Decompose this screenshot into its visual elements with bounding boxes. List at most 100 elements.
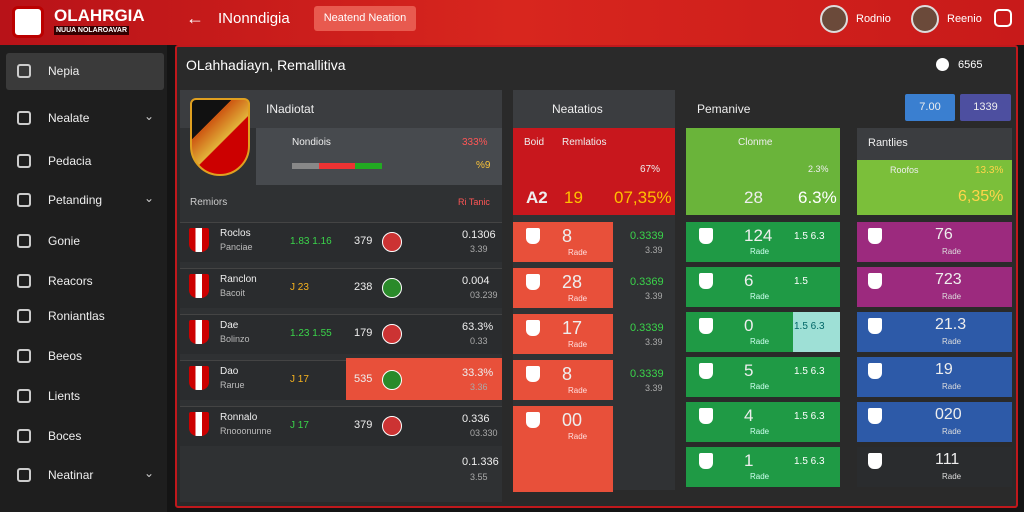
team-val: %9 <box>476 160 491 171</box>
tile-sub: Rade <box>942 382 962 391</box>
row-val: 33.3% <box>462 367 494 379</box>
tile-big: 76 <box>935 226 953 243</box>
user-avatar[interactable] <box>820 5 848 33</box>
team-flag <box>189 228 209 252</box>
team-crest <box>190 98 250 176</box>
chevron: ⌄ <box>144 466 155 480</box>
header-button[interactable]: Neatend Neation <box>314 6 416 31</box>
sidebar-icon <box>17 234 31 248</box>
panel-header <box>513 90 675 128</box>
top-bar <box>0 0 1024 45</box>
team-flag <box>526 228 540 244</box>
team-flag <box>699 273 713 289</box>
tile-sub: Rade <box>568 432 588 441</box>
sidebar-item[interactable]: Gonie <box>48 234 81 248</box>
settings-icon[interactable] <box>994 9 1012 27</box>
team-flag <box>526 366 540 382</box>
tile-big: 19 <box>935 361 953 378</box>
row-icon <box>382 416 402 436</box>
panel-header <box>857 128 1012 160</box>
sidebar-icon <box>17 64 31 78</box>
sidebar-item[interactable]: Beeos <box>48 349 83 363</box>
tile-val: 0.3339 <box>630 368 664 380</box>
panel-title: Pemanive <box>697 102 751 116</box>
row-mid: J 23 <box>290 282 309 293</box>
team-flag <box>189 366 209 390</box>
table-row <box>180 314 502 354</box>
sidebar-icon <box>17 154 31 168</box>
tile-sub: Rade <box>568 386 588 395</box>
tile-big: 111 <box>935 451 960 468</box>
tile-big: 0 <box>744 316 754 335</box>
lime-card <box>857 160 1012 215</box>
row-name: Dao <box>220 366 239 377</box>
row-mid: J 17 <box>290 374 309 385</box>
row-name: Roclos <box>220 228 251 239</box>
card-pct: 13.3% <box>975 165 1004 176</box>
sidebar-item[interactable]: Roniantlas <box>48 309 105 323</box>
row-icon <box>382 370 402 390</box>
tile-sub: Rade <box>750 247 770 256</box>
tile-big: 124 <box>744 226 773 245</box>
row-val2: 0.33 <box>470 336 488 346</box>
row-mid: J 17 <box>290 420 309 431</box>
sidebar-item[interactable]: Neatinar <box>48 468 94 482</box>
card-b: 19 <box>564 188 583 207</box>
tile-big: 723 <box>935 271 962 288</box>
table-header: Remiors <box>190 197 228 208</box>
tile-sub: Rade <box>942 292 962 301</box>
score-tile <box>857 312 1012 352</box>
row-score: 535 <box>354 373 373 385</box>
back-button[interactable]: ← <box>186 8 204 28</box>
badge: 6565 <box>958 59 983 71</box>
tile-big: 4 <box>744 406 754 425</box>
row-val: 63.3% <box>462 321 494 333</box>
user-avatar[interactable] <box>911 5 939 33</box>
sidebar-item[interactable]: Petanding <box>48 193 103 207</box>
tile-big: 21.3 <box>935 316 967 333</box>
card-title: Clonme <box>738 137 773 148</box>
sidebar-item[interactable]: Boces <box>48 429 82 443</box>
red-card <box>513 128 675 215</box>
score-tile <box>857 267 1012 307</box>
footer-val2: 3.55 <box>470 472 488 482</box>
sidebar-icon <box>17 429 31 443</box>
row-val2: 03.330 <box>470 428 498 438</box>
row-highlight <box>346 358 502 400</box>
sidebar-item[interactable]: Nepia <box>48 64 80 78</box>
tile-val: 1.5 6.3 <box>794 231 825 242</box>
panel-title: Neatatios <box>552 102 603 116</box>
row-val2: 03.239 <box>470 290 498 300</box>
sidebar-item[interactable]: Lients <box>48 389 81 403</box>
header-button[interactable]: 1339 <box>960 94 1011 121</box>
sidebar-item[interactable]: Nealate <box>48 111 90 125</box>
tile-sub: Rade <box>942 427 962 436</box>
sidebar-item[interactable]: Reacors <box>48 274 93 288</box>
tile-val2: 3.39 <box>645 245 663 255</box>
tile-big: 5 <box>744 361 754 380</box>
sidebar-icon <box>17 193 31 207</box>
team-flag <box>699 453 713 469</box>
card-title: Roofos <box>890 165 919 175</box>
card-small: 2.3% <box>808 164 829 174</box>
row-score: 379 <box>354 419 373 431</box>
panel-title: INadiotat <box>266 102 315 116</box>
tile-sub: Rade <box>750 427 770 436</box>
tile-sub: Rade <box>750 337 770 346</box>
score-tile <box>857 222 1012 262</box>
tile-val: 1.5 <box>794 276 808 287</box>
row-name: Ranclon <box>220 274 257 285</box>
team-flag <box>868 363 882 379</box>
tile-big: 6 <box>744 271 754 290</box>
team-flag <box>189 320 209 344</box>
team-flag <box>699 228 713 244</box>
tile-sub: Rade <box>568 248 588 257</box>
row-score: 379 <box>354 235 373 247</box>
tile-big: 020 <box>935 406 962 423</box>
sidebar-icon <box>17 349 31 363</box>
sidebar-item[interactable]: Pedacia <box>48 154 92 168</box>
row-name: Ronnalo <box>220 412 258 423</box>
team-flag <box>868 453 882 469</box>
header-button[interactable]: 7.00 <box>905 94 955 121</box>
team-flag <box>526 274 540 290</box>
